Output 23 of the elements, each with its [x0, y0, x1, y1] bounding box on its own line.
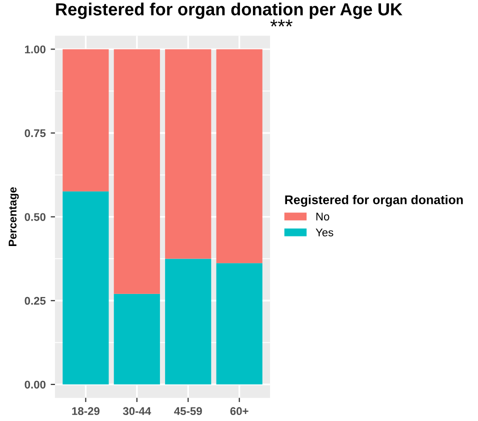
legend-label: No	[316, 212, 330, 220]
y-tick-label: 0.25	[24, 296, 46, 305]
x-tick-label: 45-59	[174, 407, 202, 416]
x-tick-label: 60+	[230, 407, 248, 416]
chart-title: Registered for organ donation per Age UK	[56, 2, 402, 19]
y-tick-label: 1.00	[25, 45, 46, 54]
legend-label: Yes	[316, 228, 334, 236]
y-tick-label: 0.75	[24, 129, 46, 138]
legend-title: Registered for organ donation	[285, 195, 463, 207]
x-tick-label: 30-44	[122, 407, 152, 416]
y-axis-title: Percentage	[8, 187, 19, 246]
bar	[114, 294, 160, 384]
bar	[114, 49, 160, 294]
y-tick-label: 0.00	[24, 380, 46, 389]
text: ***	[270, 20, 292, 26]
bar	[62, 49, 109, 192]
bar	[62, 191, 109, 384]
bar	[165, 258, 212, 384]
bar	[216, 263, 262, 384]
y-tick-label: 0.50	[24, 213, 46, 221]
bar	[216, 49, 262, 264]
bar	[165, 49, 212, 259]
x-tick-label: 18-29	[72, 407, 100, 416]
